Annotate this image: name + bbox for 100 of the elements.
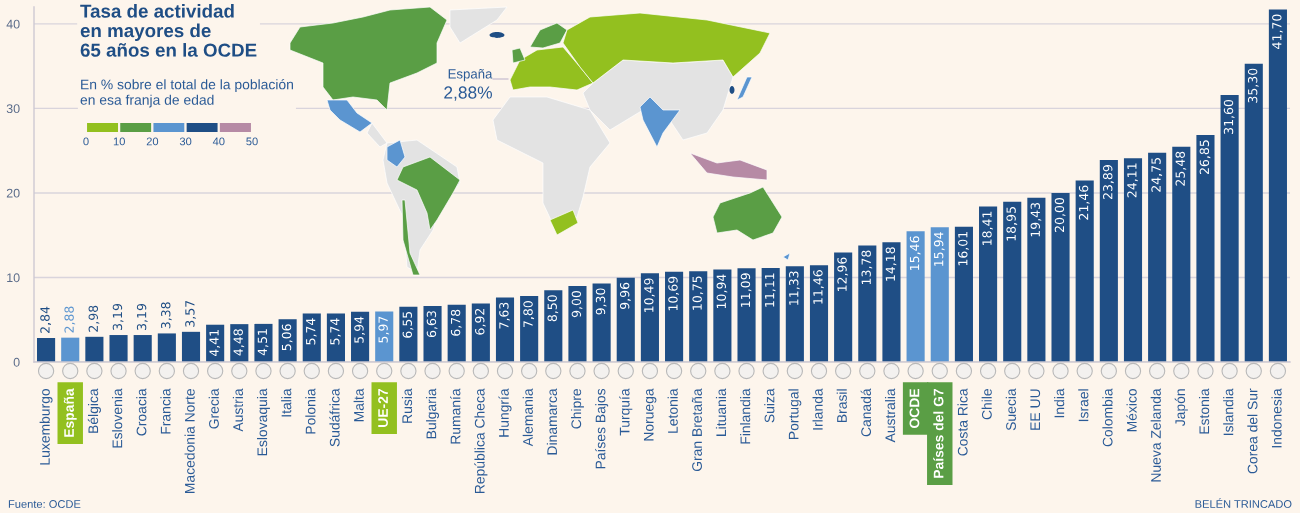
x-tick-label: Turquía xyxy=(619,388,633,436)
x-tick-label: Rumanía xyxy=(450,388,461,444)
data-label: 23,89 xyxy=(1103,165,1114,200)
data-label: 11,46 xyxy=(813,270,824,304)
x-tick-label: Irlanda xyxy=(812,388,823,430)
x-tick-label: Suiza xyxy=(764,388,775,423)
x-tick-label: Estonia xyxy=(1198,388,1210,434)
data-label: 6,55 xyxy=(402,311,414,338)
x-tick-label: 40 xyxy=(212,137,225,146)
x-tick-label: Israel xyxy=(1078,389,1089,422)
data-label: 14,18 xyxy=(885,247,897,281)
data-label: 18,95 xyxy=(1006,207,1018,241)
data-label: 4,48 xyxy=(233,329,245,356)
data-label: 3,19 xyxy=(136,303,148,330)
data-label: 3,19 xyxy=(112,303,124,330)
x-tick-label: Eslovenia xyxy=(112,388,123,448)
y-tick-label: 0 xyxy=(13,357,20,367)
x-tick-label: 10 xyxy=(113,137,125,146)
x-tick-label: España xyxy=(63,388,77,437)
x-tick-label: Chile xyxy=(981,389,992,420)
data-label: 5,06 xyxy=(281,324,293,351)
data-label: 5,74 xyxy=(330,318,341,345)
x-tick-label: Letonia xyxy=(667,388,678,433)
x-tick-label: Eslovaquia xyxy=(256,388,270,456)
data-label: 12,96 xyxy=(837,257,849,292)
data-label: 6,92 xyxy=(475,308,486,335)
x-tick-label: 0 xyxy=(83,137,89,146)
x-tick-label: 20 xyxy=(146,137,159,146)
data-label: 10,75 xyxy=(692,276,704,310)
x-tick-label: Rusia xyxy=(401,388,413,423)
x-tick-label: Italia xyxy=(281,388,292,417)
data-label: 4,41 xyxy=(209,330,221,357)
data-label: 6,63 xyxy=(426,311,438,338)
data-label: 21,46 xyxy=(1078,185,1090,220)
data-label: 5,74 xyxy=(306,318,317,345)
x-tick-label: Grecia xyxy=(208,388,219,429)
x-tick-label: Finlandia xyxy=(740,388,751,444)
x-tick-label: Noruega xyxy=(643,388,657,441)
data-label: 20,00 xyxy=(1054,197,1066,232)
x-tick-label: México xyxy=(1126,388,1137,432)
data-label: 11,11 xyxy=(765,273,776,307)
data-label: 10,69 xyxy=(668,276,679,311)
x-tick-label: Portugal xyxy=(788,389,802,439)
x-tick-label: Chipre xyxy=(570,389,584,429)
data-label: 9,30 xyxy=(595,288,607,315)
data-label: 7,80 xyxy=(523,301,535,328)
x-tick-label: Dinamarca xyxy=(546,388,558,455)
y-tick-label: 30 xyxy=(6,104,20,114)
data-label: 15,46 xyxy=(909,236,921,270)
x-tick-label: 50 xyxy=(246,137,258,146)
x-tick-label: India xyxy=(1054,388,1065,418)
x-tick-label: Lituania xyxy=(715,388,727,436)
data-label: 16,01 xyxy=(958,232,969,266)
data-label: 41,70 xyxy=(1272,14,1283,49)
data-label: 7,63 xyxy=(499,302,510,329)
x-tick-label: Gran Bretaña xyxy=(691,388,702,472)
data-label: 19,43 xyxy=(1030,202,1042,237)
x-tick-label: Países del G7 xyxy=(933,388,944,478)
x-tick-label: Alemania xyxy=(522,388,533,447)
data-label: 31,60 xyxy=(1223,99,1235,134)
x-tick-label: Colombia xyxy=(1102,388,1113,447)
data-label: 2,98 xyxy=(88,305,100,332)
x-tick-label: Austria xyxy=(232,388,244,432)
data-label: 26,85 xyxy=(1199,140,1211,175)
data-label: 11,09 xyxy=(740,273,752,307)
x-tick-label: Países Bajos xyxy=(595,388,609,469)
data-label: 5,94 xyxy=(354,316,365,343)
x-tick-label: Malta xyxy=(353,388,364,422)
data-label: 8,50 xyxy=(547,295,559,322)
data-label: 9,00 xyxy=(571,290,583,318)
y-tick-label: 20 xyxy=(6,188,20,198)
x-tick-label: Luxemburgo xyxy=(39,388,53,465)
x-tick-label: Hungría xyxy=(498,388,512,437)
x-tick-label: Islandia xyxy=(1223,388,1234,435)
annotation: 2,88% xyxy=(444,86,492,101)
data-label: 9,96 xyxy=(619,282,631,310)
data-label: 11,33 xyxy=(789,271,800,305)
data-label: 6,78 xyxy=(450,309,462,336)
x-tick-label: Bulgaria xyxy=(426,388,440,439)
x-tick-label: Japón xyxy=(1174,389,1188,427)
data-label: 2,84 xyxy=(40,306,51,333)
source-note: Fuente: OCDE xyxy=(8,500,81,508)
data-label: 24,11 xyxy=(1127,163,1138,198)
x-tick-label: 30 xyxy=(179,137,192,146)
x-tick-label: República Checa xyxy=(474,388,488,494)
text: BELÉN TRINCADO xyxy=(1195,498,1292,508)
data-label: 13,78 xyxy=(861,250,873,285)
data-label: 10,94 xyxy=(716,274,728,309)
data-label: 3,38 xyxy=(161,302,172,329)
x-tick-label: Macedonia Norte xyxy=(184,389,195,494)
data-label: 35,30 xyxy=(1247,68,1259,103)
x-tick-label: Australia xyxy=(884,388,896,443)
data-label: 25,48 xyxy=(1175,151,1187,186)
x-tick-label: Costa Rica xyxy=(957,388,968,456)
data-label: 24,75 xyxy=(1151,158,1163,192)
data-label: 10,49 xyxy=(644,278,655,312)
annotation: España xyxy=(448,68,493,82)
x-tick-label: Suecia xyxy=(1005,388,1016,431)
data-label: 15,94 xyxy=(933,232,945,266)
y-tick-label: 40 xyxy=(6,19,20,29)
